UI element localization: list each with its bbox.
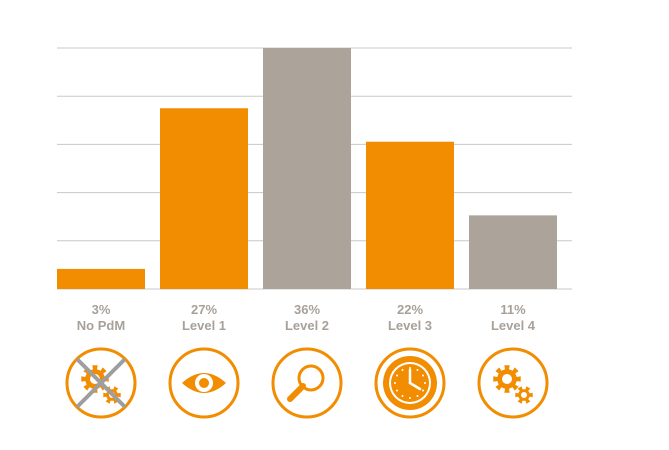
- value-label: 11%: [500, 302, 526, 317]
- category-label: Level 2: [285, 318, 329, 333]
- bar-level-3: [366, 141, 454, 289]
- value-label: 27%: [191, 302, 217, 317]
- category-label: No PdM: [77, 318, 125, 333]
- category-labels: 3%No PdM 27%Level 1 36%Level 2 22%Level 3 11…: [77, 302, 536, 333]
- bar-level-4: [469, 215, 557, 289]
- bar-level-1: [160, 108, 248, 289]
- magnifier-icon: [271, 347, 343, 419]
- clock-icon: [374, 347, 446, 419]
- category-label: Level 4: [491, 318, 536, 333]
- category-label: Level 3: [388, 318, 432, 333]
- value-label: 36%: [294, 302, 320, 317]
- bars: [57, 48, 557, 289]
- gears-icon: [477, 347, 549, 419]
- value-label: 22%: [397, 302, 423, 317]
- bar-level-2: [263, 48, 351, 289]
- value-label: 3%: [92, 302, 111, 317]
- category-icons: [65, 347, 549, 419]
- category-label: Level 1: [182, 318, 226, 333]
- crossed-gears-icon: [65, 347, 137, 419]
- eye-icon: [168, 347, 240, 419]
- bar-no-pdm: [57, 268, 145, 289]
